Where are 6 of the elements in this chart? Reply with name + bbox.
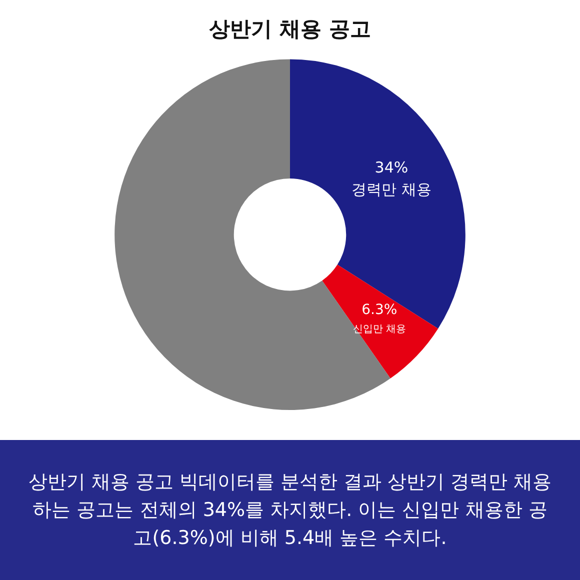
slice-label: 경력만 채용 [352, 180, 432, 199]
text: 상반기 채용 공고 빅데이터를 분석한 결과 상반기 경력만 채용하는 공고는 전체의 34%를 차지했다. 이는 신입만 채용한 공고(6.3%)에 비해 5.4배 높은 수치다. [27, 470, 553, 551]
chart-title: 상반기 채용 공고 [209, 17, 371, 42]
slice-label: 신입만 채용 [352, 324, 406, 335]
data-label: 6.3% [362, 302, 398, 318]
data-label: 34% [374, 158, 408, 177]
